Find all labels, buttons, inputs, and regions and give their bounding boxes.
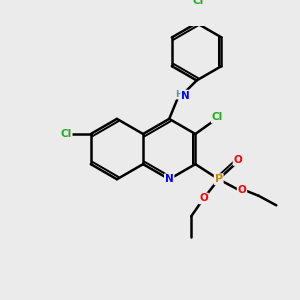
Text: N: N <box>181 91 190 100</box>
Text: Cl: Cl <box>192 0 204 6</box>
Text: Cl: Cl <box>212 112 223 122</box>
Text: O: O <box>233 155 242 165</box>
Text: P: P <box>214 174 223 184</box>
Text: H: H <box>175 90 183 99</box>
Text: O: O <box>238 185 246 195</box>
Text: Cl: Cl <box>61 129 72 139</box>
Text: N: N <box>165 174 174 184</box>
Text: O: O <box>199 194 208 203</box>
